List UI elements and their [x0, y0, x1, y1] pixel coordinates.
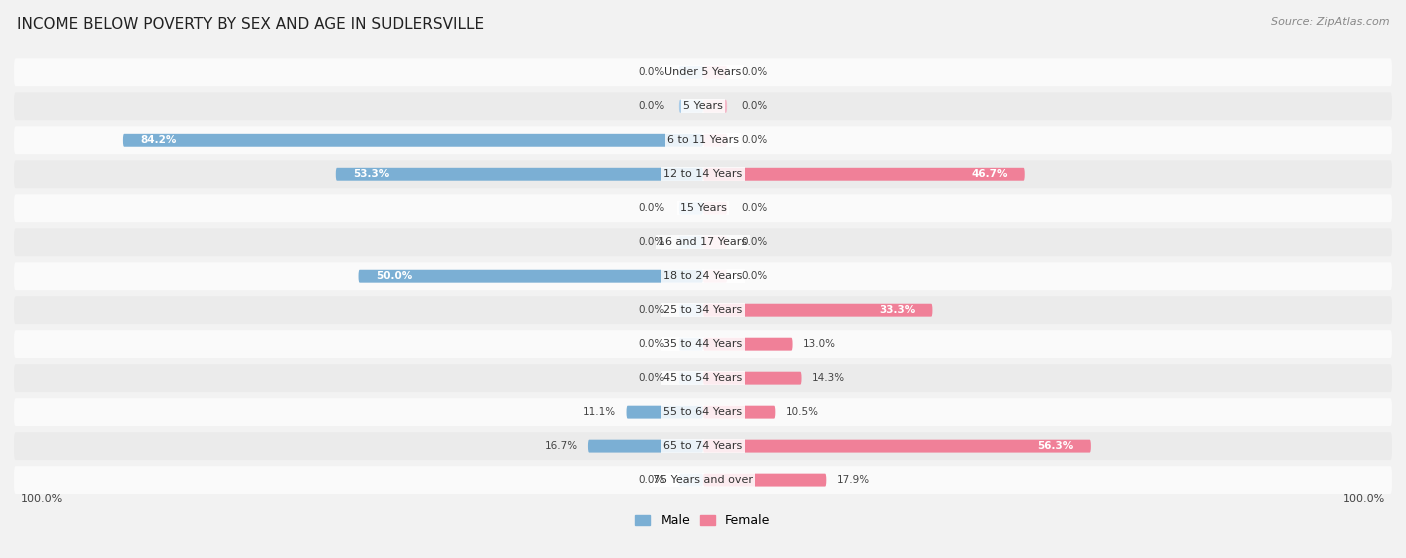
Text: Under 5 Years: Under 5 Years	[665, 68, 741, 78]
FancyBboxPatch shape	[14, 194, 1392, 222]
Text: 75 Years and over: 75 Years and over	[652, 475, 754, 485]
FancyBboxPatch shape	[627, 406, 703, 418]
FancyBboxPatch shape	[679, 100, 703, 113]
Legend: Male, Female: Male, Female	[630, 509, 776, 532]
Text: 12 to 14 Years: 12 to 14 Years	[664, 169, 742, 179]
Text: 0.0%: 0.0%	[741, 237, 768, 247]
FancyBboxPatch shape	[359, 270, 703, 283]
FancyBboxPatch shape	[703, 474, 827, 487]
FancyBboxPatch shape	[703, 66, 727, 79]
FancyBboxPatch shape	[14, 262, 1392, 290]
FancyBboxPatch shape	[703, 168, 1025, 181]
FancyBboxPatch shape	[14, 59, 1392, 86]
Text: 55 to 64 Years: 55 to 64 Years	[664, 407, 742, 417]
FancyBboxPatch shape	[122, 134, 703, 147]
FancyBboxPatch shape	[703, 134, 727, 147]
Text: 5 Years: 5 Years	[683, 102, 723, 111]
FancyBboxPatch shape	[14, 364, 1392, 392]
FancyBboxPatch shape	[14, 93, 1392, 120]
FancyBboxPatch shape	[703, 100, 727, 113]
Text: 16.7%: 16.7%	[544, 441, 578, 451]
Text: 15 Years: 15 Years	[679, 203, 727, 213]
FancyBboxPatch shape	[703, 270, 727, 283]
Text: 6 to 11 Years: 6 to 11 Years	[666, 135, 740, 145]
Text: 65 to 74 Years: 65 to 74 Years	[664, 441, 742, 451]
FancyBboxPatch shape	[679, 304, 703, 316]
Text: 0.0%: 0.0%	[638, 237, 665, 247]
FancyBboxPatch shape	[588, 440, 703, 453]
FancyBboxPatch shape	[703, 338, 793, 350]
Text: 18 to 24 Years: 18 to 24 Years	[664, 271, 742, 281]
Text: 0.0%: 0.0%	[638, 339, 665, 349]
FancyBboxPatch shape	[336, 168, 703, 181]
Text: 25 to 34 Years: 25 to 34 Years	[664, 305, 742, 315]
Text: 0.0%: 0.0%	[741, 135, 768, 145]
Text: 0.0%: 0.0%	[638, 203, 665, 213]
FancyBboxPatch shape	[679, 202, 703, 215]
Text: 100.0%: 100.0%	[21, 494, 63, 504]
Text: 100.0%: 100.0%	[1343, 494, 1385, 504]
Text: 0.0%: 0.0%	[741, 203, 768, 213]
Text: 35 to 44 Years: 35 to 44 Years	[664, 339, 742, 349]
Text: Source: ZipAtlas.com: Source: ZipAtlas.com	[1271, 17, 1389, 27]
Text: 11.1%: 11.1%	[583, 407, 616, 417]
Text: 50.0%: 50.0%	[375, 271, 412, 281]
FancyBboxPatch shape	[679, 236, 703, 249]
Text: 0.0%: 0.0%	[638, 102, 665, 111]
FancyBboxPatch shape	[14, 398, 1392, 426]
FancyBboxPatch shape	[703, 406, 775, 418]
Text: 0.0%: 0.0%	[741, 102, 768, 111]
FancyBboxPatch shape	[14, 228, 1392, 256]
Text: INCOME BELOW POVERTY BY SEX AND AGE IN SUDLERSVILLE: INCOME BELOW POVERTY BY SEX AND AGE IN S…	[17, 17, 484, 32]
Text: 17.9%: 17.9%	[837, 475, 870, 485]
Text: 0.0%: 0.0%	[741, 271, 768, 281]
FancyBboxPatch shape	[679, 372, 703, 384]
Text: 33.3%: 33.3%	[879, 305, 915, 315]
Text: 53.3%: 53.3%	[353, 169, 389, 179]
Text: 0.0%: 0.0%	[638, 305, 665, 315]
FancyBboxPatch shape	[14, 432, 1392, 460]
FancyBboxPatch shape	[679, 338, 703, 350]
FancyBboxPatch shape	[14, 126, 1392, 154]
FancyBboxPatch shape	[703, 372, 801, 384]
Text: 45 to 54 Years: 45 to 54 Years	[664, 373, 742, 383]
FancyBboxPatch shape	[703, 202, 727, 215]
FancyBboxPatch shape	[703, 304, 932, 316]
Text: 13.0%: 13.0%	[803, 339, 837, 349]
Text: 0.0%: 0.0%	[638, 475, 665, 485]
Text: 84.2%: 84.2%	[141, 135, 177, 145]
FancyBboxPatch shape	[14, 160, 1392, 188]
FancyBboxPatch shape	[14, 466, 1392, 494]
Text: 0.0%: 0.0%	[741, 68, 768, 78]
Text: 0.0%: 0.0%	[638, 373, 665, 383]
FancyBboxPatch shape	[703, 236, 727, 249]
FancyBboxPatch shape	[14, 330, 1392, 358]
Text: 16 and 17 Years: 16 and 17 Years	[658, 237, 748, 247]
Text: 56.3%: 56.3%	[1038, 441, 1074, 451]
FancyBboxPatch shape	[679, 66, 703, 79]
Text: 14.3%: 14.3%	[811, 373, 845, 383]
Text: 10.5%: 10.5%	[786, 407, 818, 417]
FancyBboxPatch shape	[703, 440, 1091, 453]
FancyBboxPatch shape	[679, 474, 703, 487]
FancyBboxPatch shape	[14, 296, 1392, 324]
Text: 0.0%: 0.0%	[638, 68, 665, 78]
Text: 46.7%: 46.7%	[972, 169, 1008, 179]
